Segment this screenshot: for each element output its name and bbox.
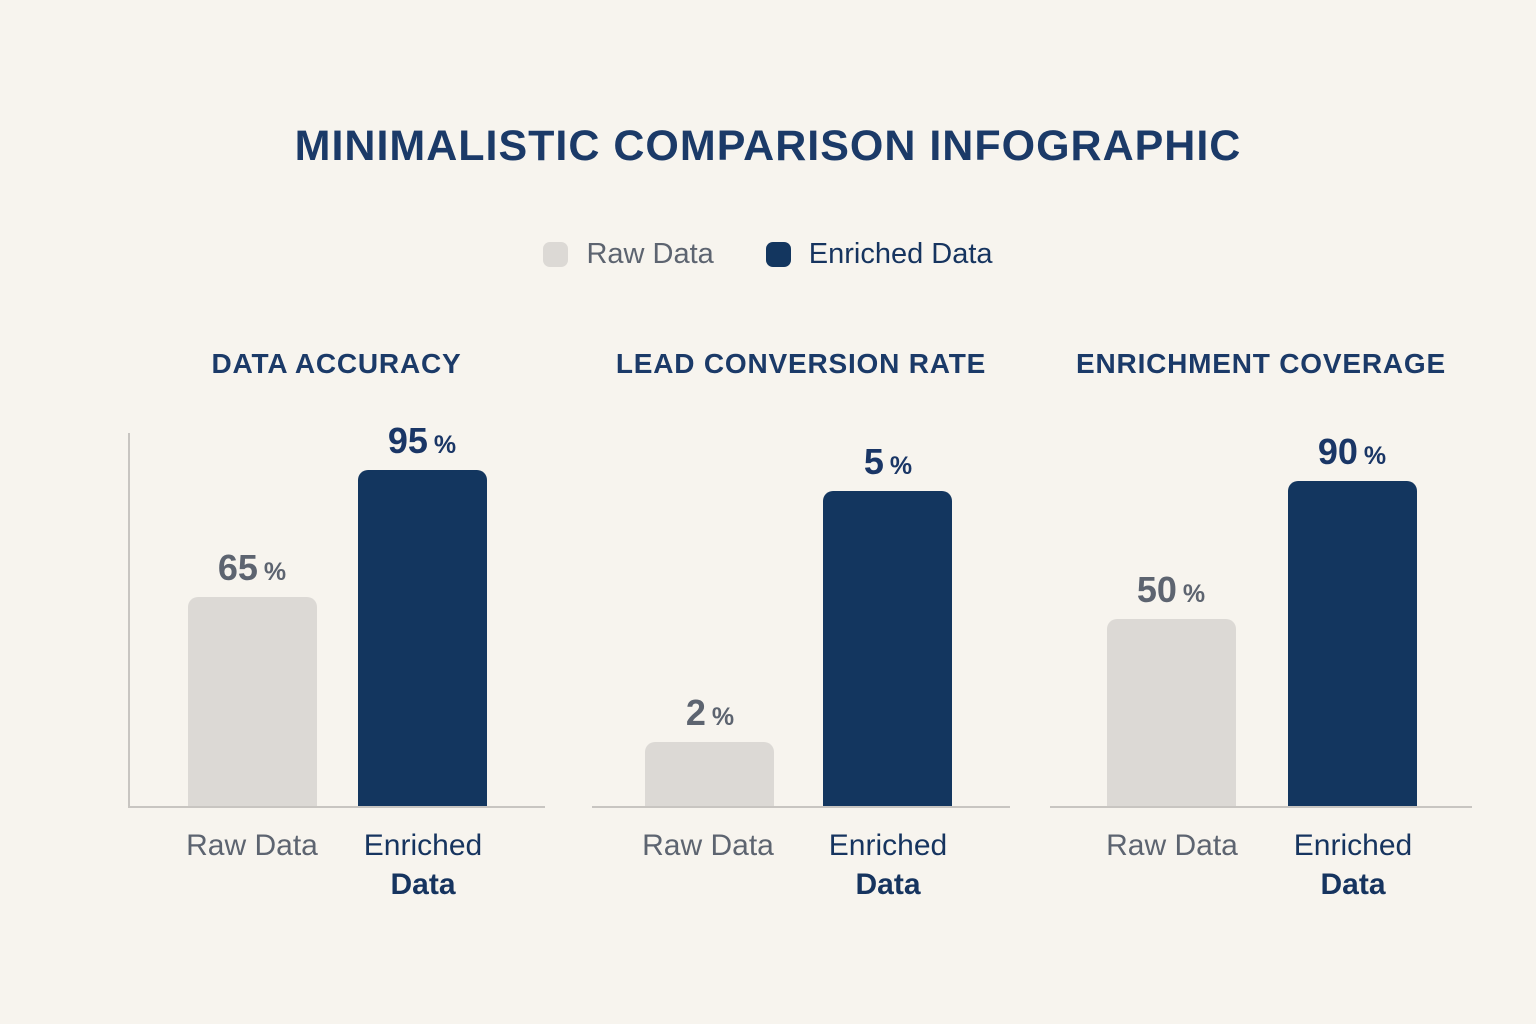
value-unit: %	[889, 452, 913, 480]
x-axis-label-raw-data: Raw Data	[642, 829, 774, 862]
bar-raw-data	[188, 597, 317, 806]
x-axis-label-line1: Enriched	[363, 829, 483, 862]
x-axis	[592, 806, 1010, 808]
x-axis	[1050, 806, 1472, 808]
value-unit: %	[711, 703, 735, 731]
value-number: 95	[387, 420, 428, 461]
value-label-raw-data: 2%	[630, 692, 790, 734]
value-label-enriched-data: 5%	[808, 441, 968, 483]
value-unit: %	[1182, 580, 1206, 608]
value-label-enriched-data: 90%	[1272, 431, 1432, 473]
value-number: 65	[217, 547, 258, 588]
value-unit: %	[263, 558, 287, 586]
legend: Raw Data Enriched Data	[0, 238, 1536, 271]
chart-title: DATA ACCURACY	[211, 348, 462, 379]
x-axis-label-line2: Data	[1320, 868, 1386, 901]
value-label-raw-data: 65%	[172, 547, 332, 589]
value-number: 90	[1317, 431, 1358, 472]
bar-enriched-data	[823, 491, 952, 806]
value-unit: %	[1363, 442, 1387, 470]
plot-area: 2% 5%	[592, 433, 1010, 808]
chart-data-accuracy: DATA ACCURACY 65% 95% Raw Data Enriched …	[128, 340, 545, 920]
x-axis	[128, 806, 545, 808]
value-label-raw-data: 50%	[1091, 569, 1251, 611]
plot-area: 65% 95%	[128, 420, 545, 808]
page-title: MINIMALISTIC COMPARISON INFOGRAPHIC	[294, 122, 1242, 170]
x-axis-label-line2: Data	[855, 868, 921, 901]
legend-item-enriched-data: Enriched Data	[765, 238, 993, 271]
bar-enriched-data	[1288, 481, 1417, 806]
x-axis-label-line2: Data	[390, 868, 456, 901]
bar-enriched-data	[358, 470, 487, 806]
x-axis-label-raw-data: Raw Data	[1106, 829, 1238, 862]
value-unit: %	[433, 431, 457, 459]
plot-area: 50% 90%	[1050, 431, 1472, 808]
x-axis-label-enriched-data: Enriched Data	[768, 826, 1008, 904]
x-axis-label-enriched-data: Enriched Data	[1233, 826, 1473, 904]
chart-enrichment-coverage: ENRICHMENT COVERAGE 50% 90% Raw Data Enr…	[1050, 340, 1472, 920]
legend-swatch-enriched-data	[765, 242, 791, 267]
legend-swatch-raw-data	[543, 242, 569, 267]
value-number: 5	[863, 441, 884, 482]
value-label-enriched-data: 95%	[342, 420, 502, 462]
chart-title: LEAD CONVERSION RATE	[615, 348, 987, 379]
bar-raw-data	[645, 742, 774, 806]
legend-item-raw-data: Raw Data	[543, 238, 714, 271]
value-number: 2	[685, 692, 706, 733]
legend-label-enriched-data: Enriched Data	[808, 238, 993, 270]
chart-lead-conversion-rate: LEAD CONVERSION RATE 2% 5% Raw Data Enri…	[592, 340, 1010, 920]
x-axis-label-line1: Enriched	[828, 829, 948, 862]
chart-title: ENRICHMENT COVERAGE	[1076, 348, 1446, 379]
x-axis-label-enriched-data: Enriched Data	[303, 826, 543, 904]
x-axis-label-raw-data: Raw Data	[186, 829, 318, 862]
x-axis-label-line1: Enriched	[1293, 829, 1413, 862]
y-axis	[128, 433, 130, 808]
legend-label-raw-data: Raw Data	[586, 238, 714, 270]
value-number: 50	[1136, 569, 1177, 610]
bar-raw-data	[1107, 619, 1236, 806]
